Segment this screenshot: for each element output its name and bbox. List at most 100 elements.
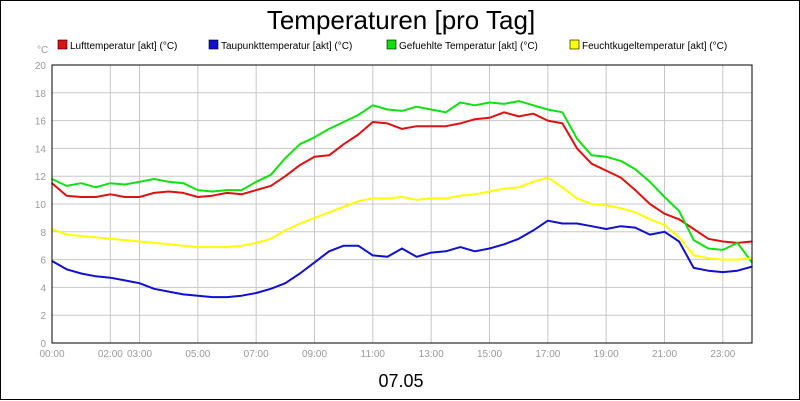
data-point [590, 154, 593, 157]
data-point [284, 175, 287, 177]
legend-label: Lufttemperatur [akt] (°C) [70, 41, 177, 52]
x-tick-label: 19:00 [594, 349, 619, 360]
data-point [138, 240, 141, 243]
data-point [444, 125, 447, 127]
data-point [474, 118, 476, 121]
data-point [634, 189, 637, 191]
x-tick-label: 13:00 [419, 349, 444, 360]
data-point [459, 122, 462, 125]
legend-label: Taupunkttemperatur [akt] (°C) [221, 41, 352, 52]
data-point [80, 272, 82, 275]
data-point [372, 104, 374, 107]
data-point [444, 197, 447, 200]
data-point [328, 211, 330, 214]
data-point [517, 115, 520, 118]
data-point [561, 222, 564, 225]
series-1 [51, 219, 753, 299]
data-point [65, 185, 68, 187]
data-point [269, 185, 272, 187]
data-point [342, 143, 345, 146]
data-point [503, 103, 505, 105]
data-point [503, 187, 505, 190]
legend-item: Gefuehlte Temperatur [akt] (°C) [386, 39, 538, 52]
data-point [328, 250, 330, 253]
data-point [707, 237, 710, 240]
data-point [197, 196, 199, 198]
series-line [51, 111, 753, 244]
data-point [240, 189, 243, 191]
data-point [386, 122, 389, 125]
y-tick-label: 16 [35, 117, 47, 128]
data-point [211, 296, 214, 298]
data-point [678, 236, 680, 239]
plot-area [51, 64, 753, 344]
data-point [124, 196, 126, 198]
data-point [357, 114, 360, 116]
data-point [415, 199, 418, 201]
data-point [328, 154, 330, 157]
y-tick-label: 18 [35, 89, 47, 100]
data-point [561, 111, 564, 114]
series-line [51, 100, 753, 263]
data-point [736, 269, 739, 272]
data-point [80, 182, 82, 184]
data-point [488, 190, 491, 193]
data-point [547, 219, 549, 222]
x-tick-label: 21:00 [652, 349, 677, 360]
data-point [255, 292, 257, 294]
data-point [532, 104, 535, 107]
data-point [707, 257, 710, 260]
data-point [386, 197, 389, 200]
y-tick-label: 14 [35, 144, 47, 155]
data-point [357, 200, 360, 203]
data-point [124, 183, 126, 186]
data-point [80, 235, 82, 237]
legend-item: Lufttemperatur [akt] (°C) [57, 39, 177, 52]
y-axis-ticks: 0 2 4 6 8 10 12 14 16 18 20 [35, 61, 47, 350]
y-tick-label: 10 [35, 200, 47, 211]
x-tick-label: 02:00 [98, 349, 123, 360]
data-point [722, 258, 724, 261]
x-tick-label: 03:00 [127, 349, 152, 360]
data-point [590, 162, 593, 165]
y-tick-label: 0 [40, 339, 46, 350]
data-point [444, 111, 447, 114]
data-point [605, 169, 607, 172]
grid [51, 64, 752, 344]
data-point [240, 244, 243, 247]
data-point [65, 194, 68, 197]
data-point [678, 218, 680, 221]
data-point [401, 110, 403, 112]
series-2 [51, 100, 753, 264]
data-point [182, 192, 185, 194]
data-point [109, 182, 112, 184]
data-point [153, 287, 155, 290]
data-point [736, 258, 739, 261]
data-point [692, 239, 695, 241]
data-point [299, 164, 301, 166]
data-point [357, 133, 360, 136]
data-point [255, 180, 257, 183]
data-point [605, 204, 607, 207]
x-tick-label: 07:00 [244, 349, 269, 360]
data-point [561, 122, 564, 125]
data-point [284, 229, 287, 232]
data-point [211, 194, 214, 197]
data-point [547, 108, 549, 111]
data-point [488, 101, 491, 104]
data-point [649, 180, 651, 183]
x-tick-label: 23:00 [710, 349, 735, 360]
x-tick-label: 00:00 [39, 349, 64, 360]
data-point [167, 290, 170, 293]
data-point [109, 237, 112, 240]
data-point [226, 246, 228, 248]
data-point [430, 108, 432, 111]
data-point [722, 240, 724, 243]
data-point [707, 269, 710, 272]
data-point [459, 194, 462, 197]
data-point [619, 225, 622, 228]
data-point [255, 189, 257, 191]
data-point [517, 186, 520, 189]
data-point [634, 168, 637, 171]
